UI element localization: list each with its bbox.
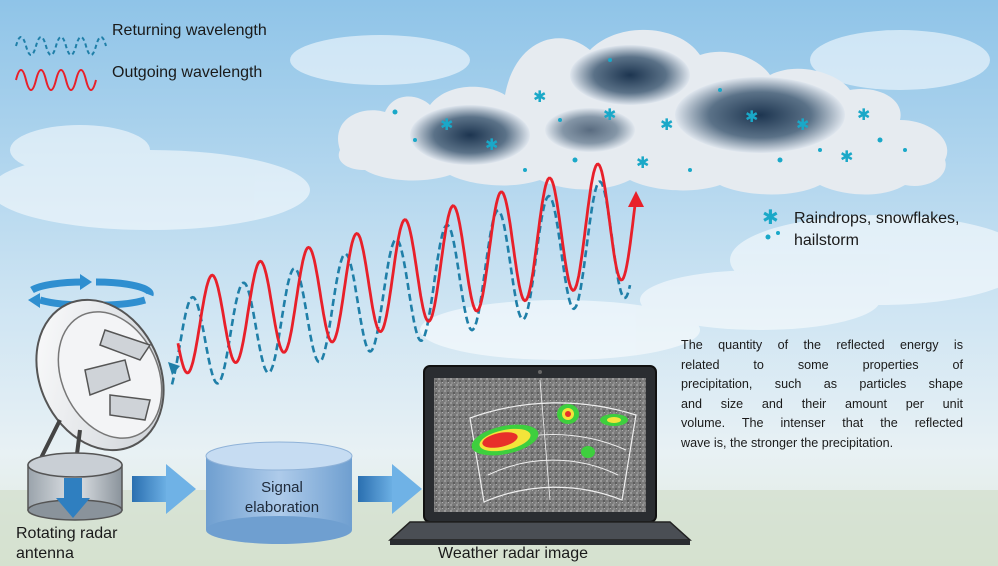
signal-elaboration-label: Signal elaboration [214,478,350,518]
particles-line-2: hailstorm [794,232,859,249]
radar-image-label: Weather radar image [438,545,588,562]
snowflake-legend-icon: ✱ [762,205,779,229]
outgoing-wave [176,162,638,375]
particles-line-1: Raindrops, snowflakes, [794,210,960,227]
radar-dish-icon [27,298,165,521]
drop-legend-icon [765,234,771,240]
svg-text:✱: ✱ [857,105,870,124]
storm-cloud [338,29,948,195]
particles-legend-label: Raindrops, snowflakes, hailstorm [794,208,994,252]
signal-elaboration-cylinder [205,441,353,544]
svg-text:✱: ✱ [533,87,546,106]
svg-text:✱: ✱ [840,147,853,166]
legend-outgoing-wave [15,69,97,91]
antenna-label: Rotating radar antenna [16,524,156,564]
svg-text:✱: ✱ [636,153,649,172]
antenna-label-line-2: antenna [16,545,74,562]
svg-text:✱: ✱ [485,135,498,154]
signal-label-line-1: Signal [261,479,303,496]
antenna-label-line-1: Rotating radar [16,525,118,542]
legend-outgoing-label: Outgoing wavelength [112,64,263,81]
snowflake-icon: ✱ ✱ ✱ ✱ ✱ ✱ ✱ ✱ ✱ ✱ [440,87,870,172]
explanation-line: The quantity of the reflected energy is [681,338,963,352]
explanation-line: volume. The intenser that the reflected [681,416,963,431]
returning-wave-arrowhead [168,362,180,375]
returning-wave [170,180,632,385]
explanation-line: wave is, the stronger the precipitation. [681,435,894,450]
explanation-line: and size and their amount per unit [681,396,963,411]
radar-screen [434,378,646,512]
svg-text:✱: ✱ [440,115,453,134]
laptop-icon [388,365,692,545]
flow-arrow-2 [358,464,422,514]
explanation-line: related to some properties of [681,357,963,372]
svg-text:✱: ✱ [660,115,673,134]
explanation-line: precipitation, such as particles shape [681,377,963,392]
raindrop-dots [392,58,907,172]
signal-label-line-2: elaboration [244,499,320,516]
explanation-text: The quantity of the reflected energy is … [681,336,963,454]
flow-arrow-1 [132,464,196,514]
svg-text:✱: ✱ [796,115,809,134]
outgoing-wave-arrowhead [628,191,644,207]
svg-text:✱: ✱ [603,105,616,124]
svg-text:✱: ✱ [745,107,758,126]
legend-returning-label: Returning wavelength [112,22,267,39]
